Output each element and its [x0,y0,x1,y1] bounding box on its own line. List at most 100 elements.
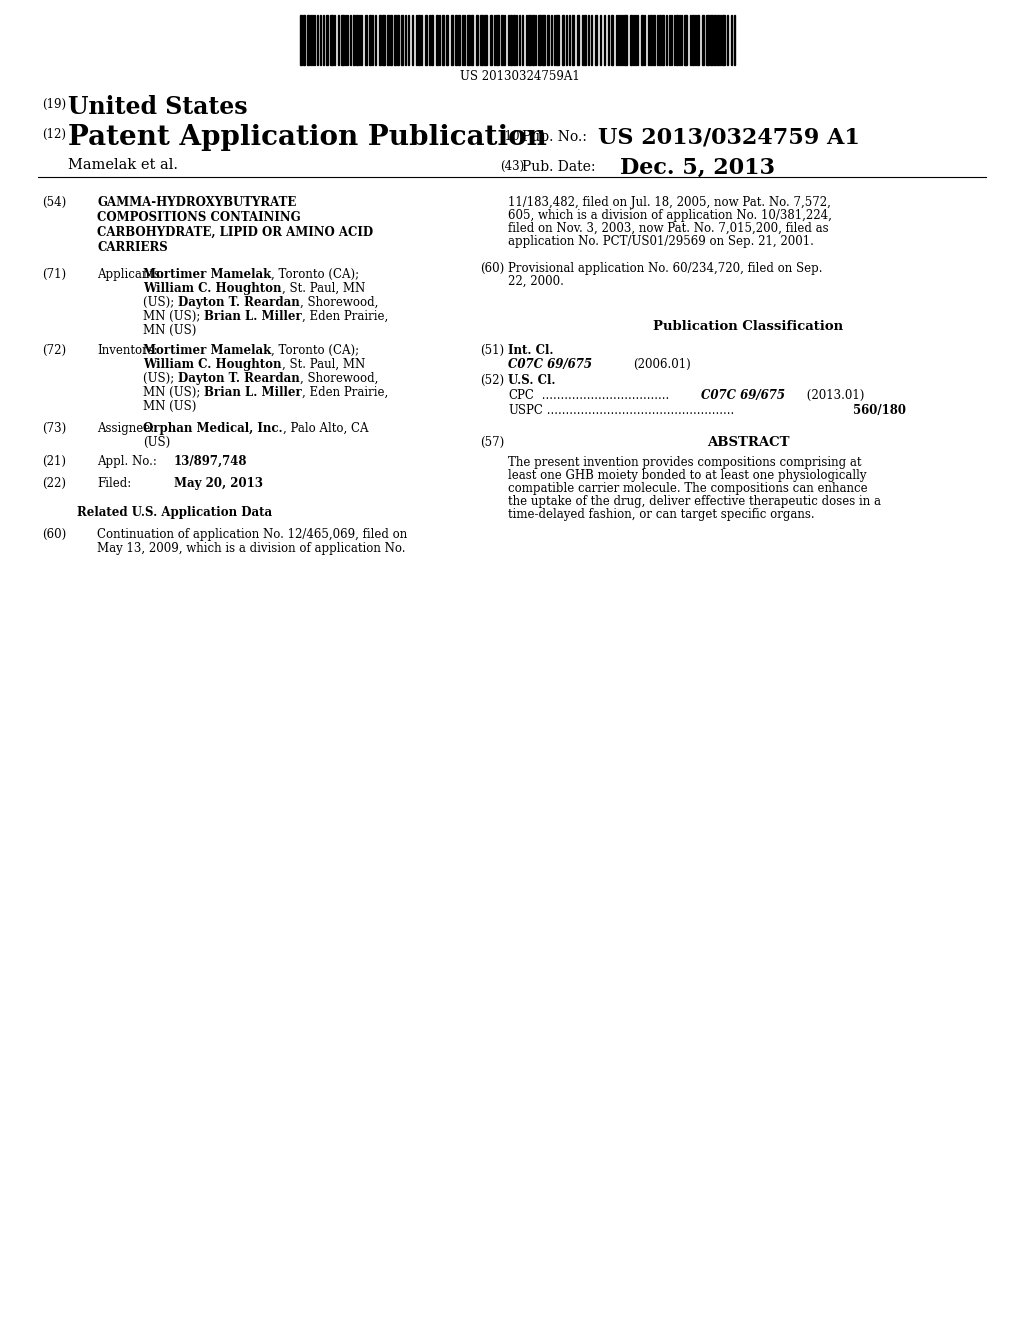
Text: (43): (43) [500,160,524,173]
Bar [326,15,328,65]
Text: (60): (60) [42,528,67,541]
Bar [471,15,473,65]
Bar [538,15,541,65]
Bar [684,15,687,65]
Text: The present invention provides compositions comprising at: The present invention provides compositi… [508,455,861,469]
Text: (10): (10) [500,129,524,143]
Text: May 20, 2013: May 20, 2013 [174,477,263,490]
Text: COMPOSITIONS CONTAINING: COMPOSITIONS CONTAINING [97,211,301,224]
Bar [662,15,664,65]
Text: Pub. Date:: Pub. Date: [522,160,596,174]
Text: United States: United States [68,95,248,119]
Bar [436,15,438,65]
Text: Mortimer Mamelak: Mortimer Mamelak [143,268,271,281]
Text: ..................................................: ........................................… [543,404,734,417]
Bar [496,15,499,65]
Bar [467,15,470,65]
Bar [476,15,478,65]
Bar [369,15,371,65]
Text: 13/897,748: 13/897,748 [174,455,248,469]
Bar [442,15,444,65]
Bar [451,15,453,65]
Text: Filed:: Filed: [97,477,131,490]
Bar [630,15,632,65]
Bar [510,15,512,65]
Bar [401,15,403,65]
Bar [330,15,333,65]
Text: CPC: CPC [508,389,534,403]
Bar [418,15,420,65]
Text: (51): (51) [480,345,504,356]
Text: application No. PCT/US01/29569 on Sep. 21, 2001.: application No. PCT/US01/29569 on Sep. 2… [508,235,814,248]
Bar [455,15,457,65]
Text: Publication Classification: Publication Classification [653,319,843,333]
Bar [624,15,627,65]
Text: Mortimer Mamelak: Mortimer Mamelak [143,345,271,356]
Text: Provisional application No. 60/234,720, filed on Sep.: Provisional application No. 60/234,720, … [508,261,822,275]
Text: , St. Paul, MN: , St. Paul, MN [282,282,365,294]
Text: (52): (52) [480,374,504,387]
Text: Int. Cl.: Int. Cl. [508,345,554,356]
Bar [300,15,302,65]
Text: (57): (57) [480,436,504,449]
Text: MN (US);: MN (US); [143,310,204,323]
Bar [394,15,396,65]
Text: , St. Paul, MN: , St. Paul, MN [282,358,365,371]
Text: (US): (US) [143,436,170,449]
Text: (2013.01): (2013.01) [803,389,864,403]
Text: CARRIERS: CARRIERS [97,242,168,253]
Text: (19): (19) [42,98,67,111]
Text: William C. Houghton: William C. Houghton [143,358,282,371]
Text: MN (US): MN (US) [143,323,197,337]
Bar [341,15,344,65]
Text: ABSTRACT: ABSTRACT [707,436,790,449]
Bar [577,15,579,65]
Text: Orphan Medical, Inc.: Orphan Medical, Inc. [143,422,283,436]
Bar [714,15,716,65]
Text: MN (US);: MN (US); [143,385,204,399]
Text: (2006.01): (2006.01) [633,358,691,371]
Text: U.S. Cl.: U.S. Cl. [508,374,555,387]
Text: US 20130324759A1: US 20130324759A1 [460,70,580,83]
Text: May 13, 2009, which is a division of application No.: May 13, 2009, which is a division of app… [97,543,406,554]
Text: GAMMA-HYDROXYBUTYRATE: GAMMA-HYDROXYBUTYRATE [97,195,296,209]
Text: Related U.S. Application Data: Related U.S. Application Data [78,506,272,519]
Text: , Shorewood,: , Shorewood, [300,372,378,385]
Text: C07C 69/675: C07C 69/675 [508,358,592,371]
Bar [722,15,725,65]
Bar [513,15,515,65]
Bar [562,15,564,65]
Bar [542,15,545,65]
Text: (22): (22) [42,477,66,490]
Bar [431,15,433,65]
Bar [653,15,655,65]
Text: Dayton T. Reardan: Dayton T. Reardan [178,296,300,309]
Text: 11/183,482, filed on Jul. 18, 2005, now Pat. No. 7,572,: 11/183,482, filed on Jul. 18, 2005, now … [508,195,830,209]
Bar [480,15,483,65]
Text: least one GHB moiety bonded to at least one physiologically: least one GHB moiety bonded to at least … [508,469,866,482]
Text: Pub. No.:: Pub. No.: [522,129,587,144]
Bar [595,15,597,65]
Bar [353,15,355,65]
Bar [501,15,503,65]
Bar [641,15,643,65]
Bar [706,15,709,65]
Bar [659,15,662,65]
Text: , Shorewood,: , Shorewood, [300,296,378,309]
Bar [702,15,705,65]
Text: Mamelak et al.: Mamelak et al. [68,158,178,172]
Text: Appl. No.:: Appl. No.: [97,455,157,469]
Text: (54): (54) [42,195,67,209]
Bar [556,15,559,65]
Text: Brian L. Miller: Brian L. Miller [204,385,302,399]
Bar [717,15,719,65]
Text: , Toronto (CA);: , Toronto (CA); [271,268,359,281]
Bar [532,15,534,65]
Text: 22, 2000.: 22, 2000. [508,275,564,288]
Bar [484,15,487,65]
Bar [697,15,699,65]
Text: (73): (73) [42,422,67,436]
Text: (71): (71) [42,268,67,281]
Bar [572,15,574,65]
Text: USPC: USPC [508,404,543,417]
